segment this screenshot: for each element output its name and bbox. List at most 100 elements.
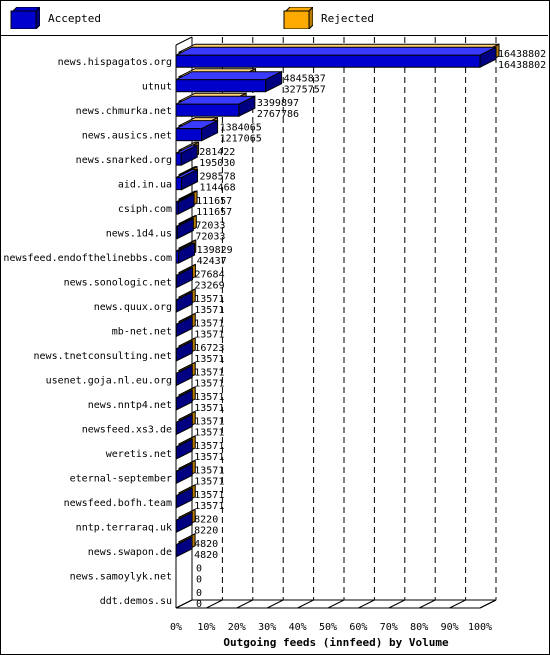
value-label-accepted: 72033 xyxy=(195,221,225,232)
value-label-accepted: 281422 xyxy=(199,147,235,158)
category-label: news.quux.org xyxy=(94,302,172,313)
grid-floor-line xyxy=(388,599,406,609)
category-label: mb-net.net xyxy=(112,327,172,338)
grid-floor-line xyxy=(266,599,284,609)
value-label-accepted: 0 xyxy=(196,563,202,574)
category-label: news.chmurka.net xyxy=(76,106,172,117)
bar-accepted xyxy=(175,152,182,166)
value-label-rejected: 42437 xyxy=(197,256,227,267)
value-label-rejected: 23269 xyxy=(195,281,225,292)
value-label-rejected: 16438802 xyxy=(498,60,546,71)
legend-label-accepted: Accepted xyxy=(48,11,101,25)
legend: Accepted Rejected xyxy=(0,0,548,36)
value-label-accepted: 13571 xyxy=(194,392,224,403)
x-tick-label: 20% xyxy=(228,622,246,633)
value-label-accepted: 16438802 xyxy=(498,49,546,60)
value-label-accepted: 139829 xyxy=(197,245,233,256)
legend-item-rejected: Rejected xyxy=(283,7,374,29)
x-tick-label: 70% xyxy=(380,622,398,633)
value-label-rejected: 13571 xyxy=(194,476,224,487)
bar-accepted-top xyxy=(175,46,497,56)
value-label-rejected: 13571 xyxy=(194,378,224,389)
category-label: newsfeed.endofthelinebbs.com xyxy=(3,253,172,264)
legend-swatch-accepted xyxy=(10,7,40,29)
value-label-accepted: 13571 xyxy=(194,490,224,501)
category-label: csiph.com xyxy=(118,204,172,215)
value-label-accepted: 4845837 xyxy=(284,74,326,85)
value-label-rejected: 3275757 xyxy=(284,85,326,96)
bar-accepted xyxy=(175,177,183,191)
x-tick-label: 50% xyxy=(319,622,337,633)
value-label-rejected: 114468 xyxy=(200,183,236,194)
x-tick-label: 60% xyxy=(349,622,367,633)
category-label: usenet.goja.nl.eu.org xyxy=(46,375,172,386)
category-label: news.nntp4.net xyxy=(88,400,172,411)
category-label: news.samoylyk.net xyxy=(70,571,172,582)
value-label-rejected: 1217065 xyxy=(220,134,262,145)
value-label-accepted: 0 xyxy=(196,588,202,599)
category-label: aid.in.ua xyxy=(118,180,172,191)
value-label-accepted: 13571 xyxy=(194,416,224,427)
x-tick-label: 30% xyxy=(258,622,276,633)
value-label-rejected: 111657 xyxy=(196,207,232,218)
x-tick-label: 10% xyxy=(197,622,215,633)
value-label-accepted: 13571 xyxy=(194,294,224,305)
value-label-rejected: 13571 xyxy=(194,305,224,316)
bar-accepted xyxy=(175,103,240,117)
bar-accepted xyxy=(175,250,180,264)
grid-floor-line xyxy=(175,599,193,609)
value-label-accepted: 13571 xyxy=(194,367,224,378)
category-label: ddt.demos.su xyxy=(100,596,172,607)
category-label: news.sonologic.net xyxy=(64,278,172,289)
grid-floor-line xyxy=(206,599,223,609)
value-label-accepted: 1384065 xyxy=(220,123,262,134)
value-label-accepted: 4820 xyxy=(194,539,218,550)
bar-accepted xyxy=(175,275,178,289)
grid-floor-line xyxy=(358,599,375,609)
value-label-rejected: 13571 xyxy=(194,427,224,438)
legend-label-rejected: Rejected xyxy=(321,11,374,25)
category-label: nntp.terraraq.uk xyxy=(76,522,172,533)
value-label-rejected: 0 xyxy=(196,574,202,585)
value-label-rejected: 8220 xyxy=(194,525,218,536)
value-label-rejected: 13571 xyxy=(194,330,224,341)
grid-floor-line xyxy=(236,599,254,609)
grid-floor-line xyxy=(327,599,345,609)
value-label-rejected: 13571 xyxy=(194,501,224,512)
category-label: newsfeed.xs3.de xyxy=(82,424,172,435)
x-axis-title: Outgoing feeds (innfeed) by Volume xyxy=(223,636,449,649)
category-label: news.snarked.org xyxy=(76,155,172,166)
value-label-rejected: 13571 xyxy=(194,452,224,463)
bar-accepted-top xyxy=(175,71,282,81)
value-label-accepted: 13571 xyxy=(194,465,224,476)
category-label: news.hispagatos.org xyxy=(58,57,172,68)
axis-right-depth xyxy=(479,599,497,609)
category-label: news.tnetconsulting.net xyxy=(34,351,172,362)
value-label-accepted: 298578 xyxy=(200,172,236,183)
bar-accepted xyxy=(175,226,178,240)
value-label-accepted: 13571 xyxy=(194,319,224,330)
value-label-accepted: 3399897 xyxy=(257,98,299,109)
axis-depth-top xyxy=(175,36,193,46)
category-label: news.1d4.us xyxy=(106,229,172,240)
x-tick-label: 40% xyxy=(289,622,307,633)
category-label: news.swapon.de xyxy=(88,547,172,558)
x-tick-label: 100% xyxy=(468,622,492,633)
value-label-accepted: 8220 xyxy=(194,514,218,525)
x-tick-label: 80% xyxy=(410,622,428,633)
category-label: eternal-september xyxy=(70,473,172,484)
category-label: weretis.net xyxy=(106,449,172,460)
value-label-rejected: 72033 xyxy=(195,232,225,243)
value-label-rejected: 195030 xyxy=(199,158,235,169)
value-label-accepted: 13571 xyxy=(194,441,224,452)
bar-accepted xyxy=(175,128,203,142)
value-label-rejected: 2767786 xyxy=(257,109,299,120)
category-label: newsfeed.bofh.team xyxy=(64,498,172,509)
value-label-rejected: 0 xyxy=(196,599,202,610)
value-label-accepted: 111657 xyxy=(196,196,232,207)
category-label: news.ausics.net xyxy=(82,131,172,142)
grid-floor-line xyxy=(449,599,466,609)
category-label: utnut xyxy=(142,82,172,93)
x-tick-label: 0% xyxy=(170,622,182,633)
